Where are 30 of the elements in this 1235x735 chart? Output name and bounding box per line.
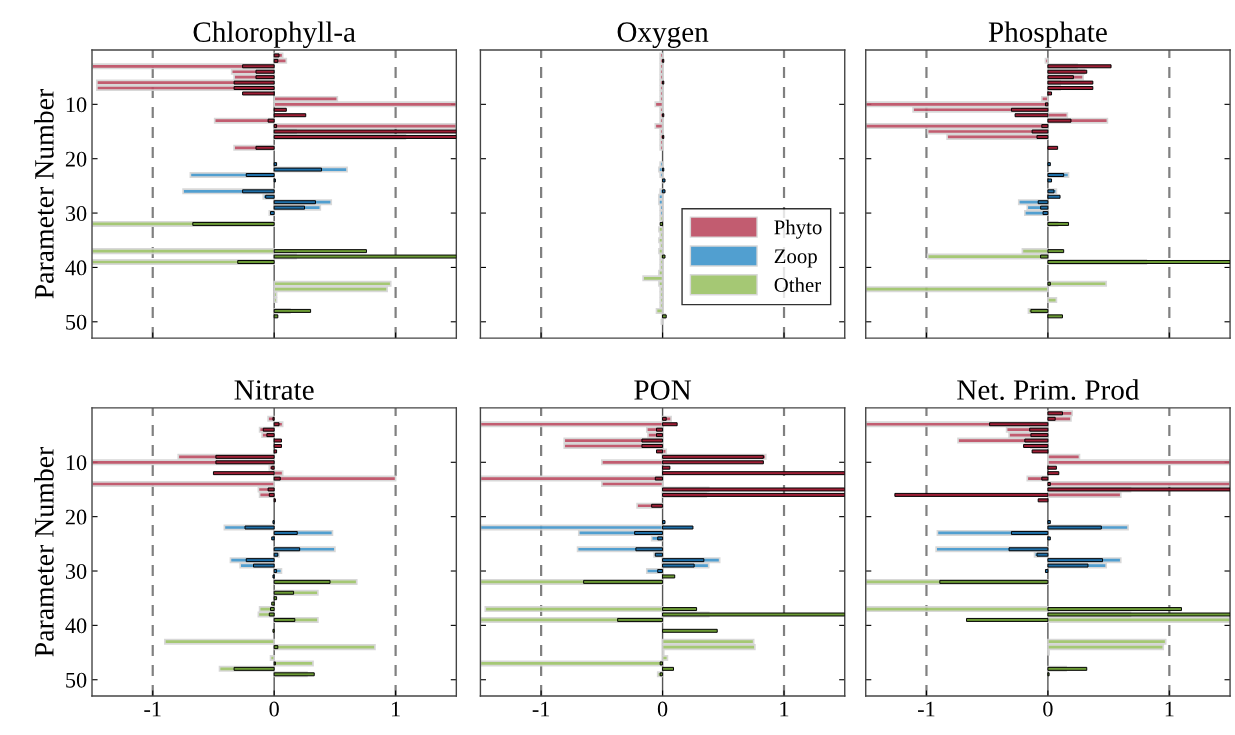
chart-title: Phosphate xyxy=(988,21,1107,48)
x-tick-label: 0 xyxy=(1043,701,1053,717)
x-tick-label: -1 xyxy=(144,701,161,717)
chart-title: Oxygen xyxy=(617,22,709,48)
x-tick-label: 1 xyxy=(1165,701,1174,717)
x-tick-label: -1 xyxy=(918,701,935,717)
y-tick-label: 30 xyxy=(65,206,87,221)
y-tick-label: 20 xyxy=(65,151,87,167)
legend-label: Zoop xyxy=(774,249,817,268)
y-tick-label: 10 xyxy=(66,97,87,113)
y-tick-label: 50 xyxy=(66,314,87,330)
y-tick-label: 20 xyxy=(65,509,87,525)
chart-title: Chlorophyll-a xyxy=(193,21,356,48)
y-axis-title: Parameter Number xyxy=(34,446,54,657)
x-tick-label: 1 xyxy=(780,701,789,717)
chart-title: Net. Prim. Prod xyxy=(957,379,1140,401)
y-axis-title: Parameter Number xyxy=(34,89,54,299)
x-tick-label: 0 xyxy=(269,701,279,717)
legend-label: Other xyxy=(774,277,821,293)
chart-title: PON xyxy=(634,380,692,400)
x-tick-label: 1 xyxy=(392,701,400,717)
y-tick-label: 10 xyxy=(66,455,87,471)
x-tick-label: -1 xyxy=(532,701,550,717)
y-tick-label: 30 xyxy=(65,563,87,579)
legend-label: Phyto xyxy=(774,219,822,239)
x-tick-label: 0 xyxy=(657,701,668,717)
chart-title: Nitrate xyxy=(234,380,314,400)
y-tick-label: 40 xyxy=(65,260,87,276)
y-tick-label: 40 xyxy=(65,618,87,634)
y-tick-label: 50 xyxy=(66,672,87,688)
